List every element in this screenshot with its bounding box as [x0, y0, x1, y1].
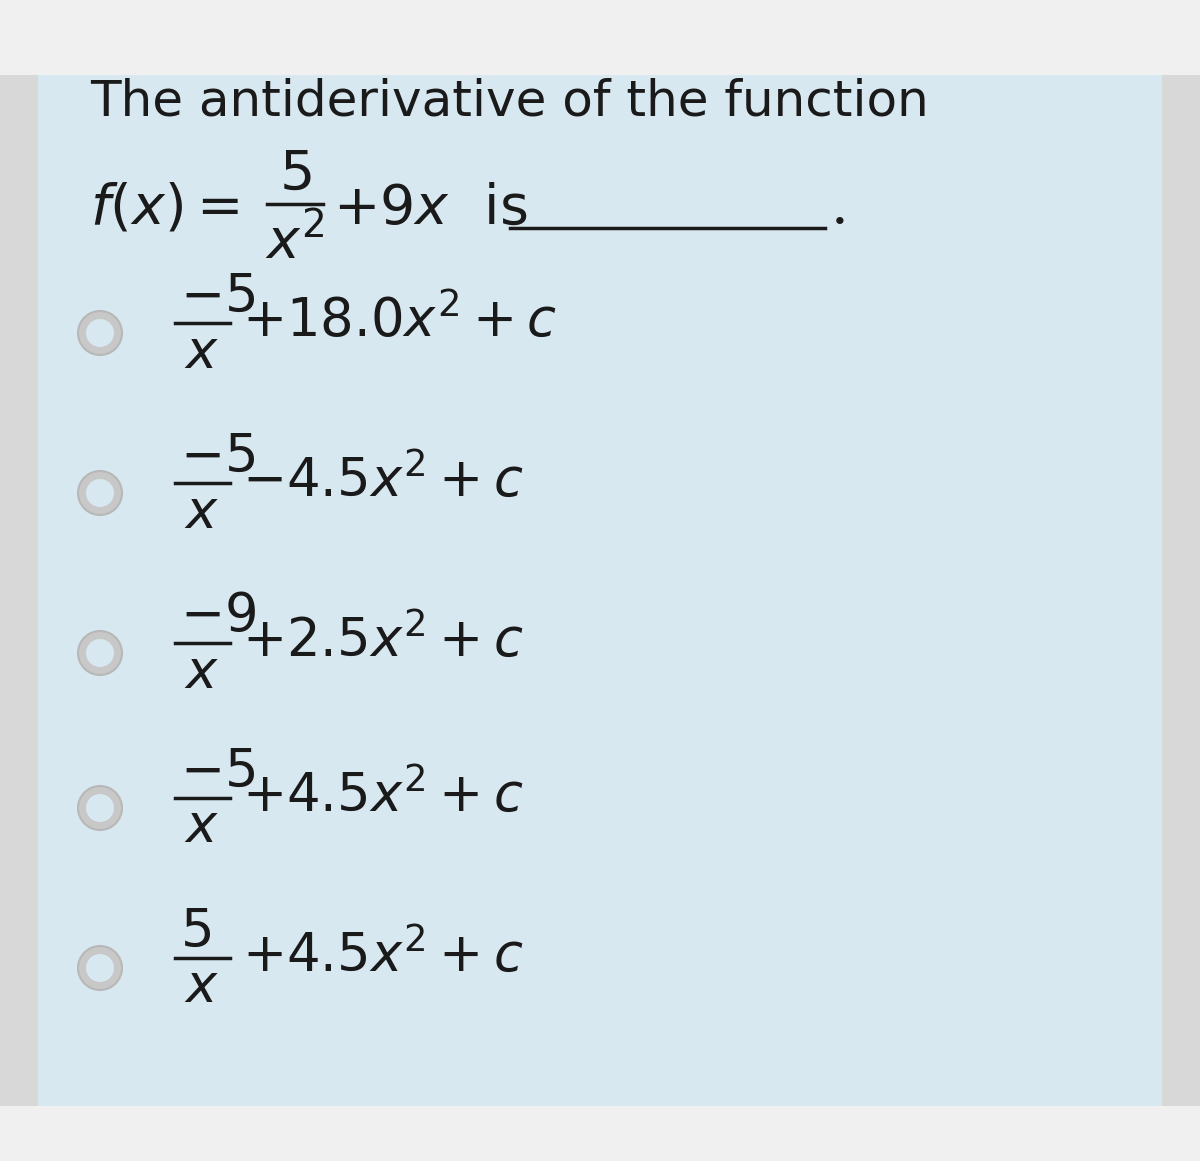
Text: $x$: $x$	[185, 962, 220, 1014]
Text: $f(x) = $: $f(x) = $	[90, 181, 239, 236]
Text: $+ 9x\ \ \mathrm{is}$: $+ 9x\ \ \mathrm{is}$	[334, 181, 527, 236]
Text: $x$: $x$	[185, 488, 220, 539]
Text: The antiderivative of the function: The antiderivative of the function	[90, 77, 929, 125]
Circle shape	[86, 639, 114, 668]
Text: $5$: $5$	[180, 907, 211, 958]
Text: $ + 4.5x^{2} + c$: $ + 4.5x^{2} + c$	[242, 930, 523, 982]
Circle shape	[86, 319, 114, 347]
Text: $-5$: $-5$	[180, 747, 256, 798]
Text: $5$: $5$	[278, 146, 311, 201]
Text: $ + 4.5x^{2} + c$: $ + 4.5x^{2} + c$	[242, 770, 523, 822]
Circle shape	[86, 794, 114, 822]
Bar	[38, 75, 1162, 1106]
Circle shape	[78, 630, 122, 675]
Circle shape	[78, 946, 122, 990]
Text: $x$: $x$	[185, 648, 220, 699]
Text: $x^2$: $x^2$	[265, 216, 325, 272]
Bar	[0, 0, 1200, 75]
Text: $-9$: $-9$	[180, 591, 256, 642]
Circle shape	[78, 311, 122, 355]
Text: $-5$: $-5$	[180, 432, 256, 483]
Text: .: .	[830, 181, 848, 236]
Circle shape	[78, 786, 122, 830]
Text: $ + 18.0x^{2} + c$: $ + 18.0x^{2} + c$	[242, 295, 557, 347]
Text: $-5$: $-5$	[180, 272, 256, 323]
Bar	[0, 1106, 1200, 1161]
Circle shape	[78, 471, 122, 515]
Text: $x$: $x$	[185, 802, 220, 853]
Text: $x$: $x$	[185, 327, 220, 378]
Text: $ − 4.5x^{2} + c$: $ − 4.5x^{2} + c$	[242, 455, 523, 507]
Text: $ + 2.5x^{2} + c$: $ + 2.5x^{2} + c$	[242, 615, 523, 668]
Circle shape	[86, 479, 114, 507]
Circle shape	[86, 954, 114, 982]
